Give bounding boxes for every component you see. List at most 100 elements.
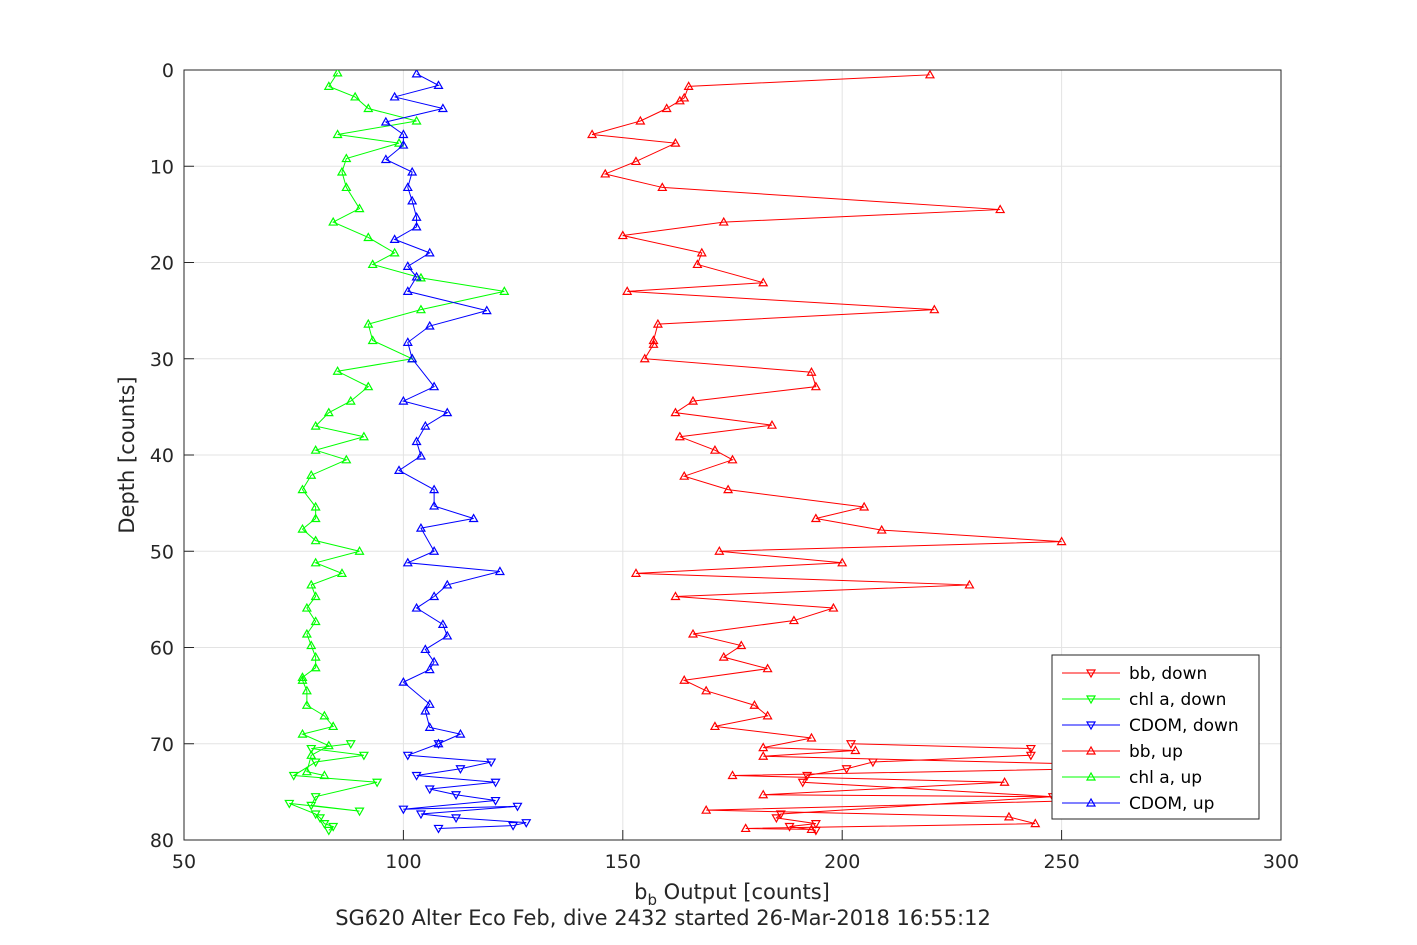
data-point	[398, 676, 409, 686]
data-point	[323, 407, 334, 417]
x-tick-label: 300	[1263, 851, 1299, 873]
data-point	[319, 770, 330, 780]
data-point	[310, 616, 321, 626]
data-point	[797, 778, 808, 788]
x-tick-label: 250	[1043, 851, 1079, 873]
data-point	[995, 204, 1006, 214]
data-point	[723, 484, 734, 494]
data-point	[372, 778, 383, 788]
data-point	[714, 546, 725, 555]
data-point	[398, 395, 409, 405]
data-point	[442, 407, 453, 417]
data-point	[424, 247, 435, 257]
data-point	[411, 221, 422, 231]
y-tick-label: 70	[150, 734, 174, 756]
data-point	[661, 103, 672, 113]
data-point	[727, 454, 738, 464]
data-point	[810, 513, 821, 523]
data-point	[332, 366, 343, 375]
data-point	[429, 546, 440, 555]
data-point	[674, 431, 685, 441]
legend-label: CDOM, down	[1129, 716, 1239, 736]
data-point	[486, 758, 497, 768]
data-point	[810, 820, 821, 829]
legend-entry: chl a, down	[1062, 690, 1226, 710]
data-point	[389, 247, 400, 257]
series-line	[591, 74, 1194, 830]
data-point	[424, 722, 435, 731]
data-point	[332, 129, 343, 139]
data-point	[301, 602, 312, 612]
data-point	[758, 751, 769, 760]
series-line	[300, 72, 505, 777]
x-axis-label-subscript: b	[647, 891, 657, 909]
data-point	[806, 824, 817, 834]
data-point	[709, 444, 720, 454]
data-point	[1025, 751, 1036, 761]
data-point	[415, 304, 426, 314]
data-point	[306, 470, 317, 479]
data-point	[1056, 536, 1067, 546]
data-point	[402, 337, 413, 346]
data-point	[424, 699, 435, 708]
data-point	[358, 431, 369, 441]
legend-marker	[1085, 669, 1097, 679]
data-point	[411, 436, 422, 446]
series-line	[403, 743, 527, 829]
data-point	[1025, 744, 1036, 754]
data-point	[630, 156, 641, 166]
data-point	[490, 778, 501, 788]
data-point	[310, 793, 321, 802]
data-point	[635, 115, 646, 125]
data-point	[306, 579, 317, 589]
y-tick-label: 10	[150, 156, 174, 178]
data-point	[341, 182, 352, 192]
data-point	[323, 826, 334, 836]
y-tick-label: 60	[150, 638, 174, 660]
data-point	[701, 804, 712, 814]
data-point	[411, 70, 422, 78]
data-point	[336, 568, 348, 577]
data-point	[429, 656, 440, 666]
data-point	[363, 381, 374, 391]
data-point	[310, 557, 321, 567]
legend-label: bb, down	[1129, 664, 1207, 684]
data-point	[288, 771, 299, 781]
legend-marker	[1085, 721, 1097, 731]
data-point	[420, 705, 431, 715]
data-point	[749, 700, 760, 709]
data-point	[345, 740, 356, 749]
data-point	[323, 740, 334, 750]
data-point	[297, 675, 308, 684]
y-axis-label: Depth [counts]	[115, 376, 139, 533]
data-point	[718, 216, 729, 226]
data-point	[727, 770, 738, 780]
y-tick-label: 30	[150, 349, 174, 371]
data-point	[762, 663, 773, 673]
data-point	[455, 728, 466, 738]
data-point	[415, 450, 426, 460]
data-point	[411, 771, 422, 781]
data-point	[784, 822, 795, 832]
chart-caption: SG620 Alter Eco Feb, dive 2432 started 2…	[335, 906, 991, 930]
data-point	[398, 805, 409, 815]
data-point	[310, 535, 321, 545]
data-point	[380, 116, 391, 126]
data-point	[639, 353, 650, 363]
data-point	[402, 261, 413, 270]
data-point	[424, 664, 435, 674]
data-point	[420, 420, 431, 430]
data-point	[670, 407, 681, 417]
x-tick-label: 200	[824, 851, 860, 873]
data-point	[806, 367, 817, 376]
data-point	[363, 232, 374, 242]
data-point	[701, 685, 712, 695]
x-axis-label-rest: Output [counts]	[657, 880, 830, 904]
data-point	[411, 271, 422, 281]
data-point	[762, 710, 773, 720]
legend-marker	[1085, 797, 1097, 807]
data-point	[736, 640, 747, 650]
data-point	[876, 524, 887, 534]
x-tick-label: 50	[172, 851, 196, 873]
data-point	[683, 81, 694, 90]
